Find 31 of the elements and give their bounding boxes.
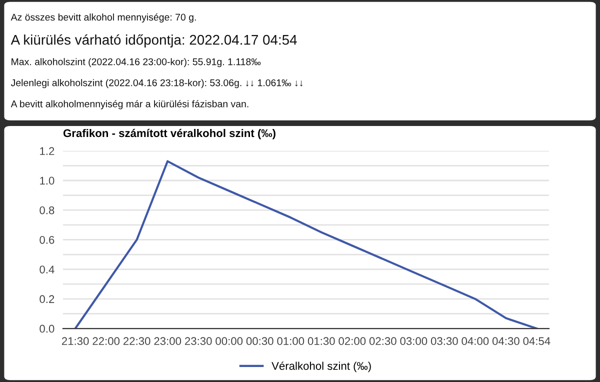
text: A kiürülés várható időpontja: 2022.04.17 04:54: [10, 34, 297, 48]
x-tick-label: 04:54: [523, 337, 550, 346]
text: Max. alkoholszint (2022.04.16 23:00-kor): 55.91g. 1.118‰: [12, 58, 261, 68]
x-tick-label: 22:00: [92, 337, 120, 346]
x-tick-label: 23:30: [185, 337, 212, 346]
x-tick-label: 04:00: [462, 337, 489, 346]
y-tick-label: 0.6: [40, 236, 54, 244]
x-tick-label: 01:30: [308, 337, 335, 346]
x-tick-label: 22:30: [123, 337, 150, 346]
y-tick-label: 0.2: [40, 295, 54, 304]
x-tick-label: 23:00: [154, 337, 182, 346]
x-tick-label: 02:00: [338, 337, 366, 346]
y-tick-label: 1.0: [40, 176, 54, 185]
text: Jelenlegi alkoholszint (2022.04.16 23:18-kor): 53.06g. ↓↓ 1.061‰ ↓↓: [10, 79, 302, 88]
x-tick-label: 04:30: [492, 337, 520, 346]
line-series: [74, 160, 538, 329]
x-tick-label: 02:30: [369, 337, 396, 346]
legend-label: Véralkohol szint (‰): [272, 362, 371, 372]
text: 0.0: [40, 324, 54, 333]
x-tick-label: 00:00: [216, 337, 243, 346]
x-tick-label: 01:00: [277, 337, 304, 346]
y-tick-label: 1.2: [40, 147, 54, 155]
text: Az összes bevitt alkohol mennyisége: 70 g.: [10, 13, 196, 23]
chart-title: Grafikon - számított véralkohol szint (‰): [63, 128, 276, 140]
x-tick-label: 03:30: [430, 337, 458, 346]
x-tick-label: 00:30: [246, 337, 274, 346]
x-tick-label: 03:00: [400, 337, 428, 346]
y-tick-label: 0.4: [40, 266, 54, 274]
x-tick-label: 21:30: [62, 337, 89, 346]
text: A bevitt alkoholmennyiség már a kiürülési fázisban van.: [10, 100, 248, 110]
y-tick-label: 0.8: [40, 206, 54, 214]
